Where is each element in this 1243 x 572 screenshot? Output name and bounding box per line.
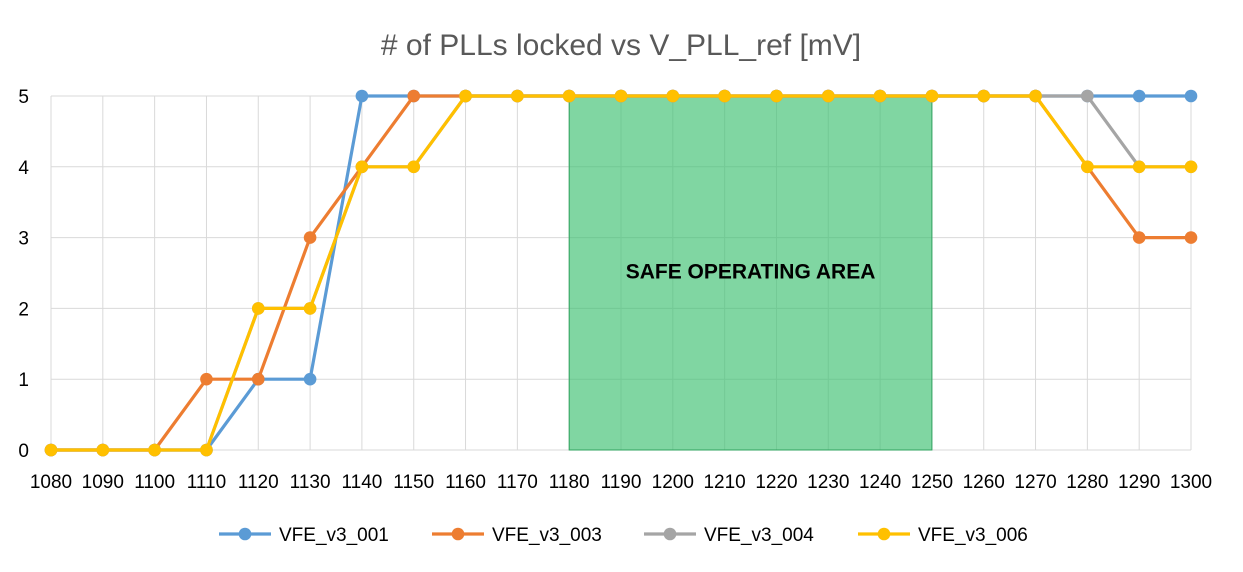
safe-operating-area bbox=[568, 95, 933, 451]
legend-marker-VFE_v3_003 bbox=[451, 527, 465, 541]
x-tick-label: 1160 bbox=[445, 472, 486, 493]
y-tick-label: 0 bbox=[18, 441, 29, 462]
x-tick-label: 1300 bbox=[1170, 472, 1212, 493]
data-point-VFE_v3_006 bbox=[355, 160, 369, 174]
data-point-VFE_v3_003 bbox=[407, 89, 421, 103]
data-point-VFE_v3_006 bbox=[1184, 160, 1198, 174]
data-point-VFE_v3_006 bbox=[44, 443, 58, 457]
x-tick-label: 1200 bbox=[652, 472, 694, 493]
x-tick-label: 1240 bbox=[859, 472, 901, 493]
annotation-layer: SAFE OPERATING AREA bbox=[568, 95, 933, 451]
x-tick-label: 1270 bbox=[1014, 472, 1056, 493]
y-tick-label: 2 bbox=[18, 299, 29, 320]
x-tick-label: 1190 bbox=[601, 472, 642, 493]
data-point-VFE_v3_006 bbox=[925, 89, 939, 103]
data-point-VFE_v3_006 bbox=[1132, 160, 1146, 174]
x-tick-label: 1130 bbox=[290, 472, 331, 493]
data-point-VFE_v3_006 bbox=[1081, 160, 1094, 174]
data-point-VFE_v3_003 bbox=[251, 372, 265, 386]
legend-label-VFE_v3_006: VFE_v3_006 bbox=[918, 525, 1028, 546]
data-point-VFE_v3_006 bbox=[821, 89, 835, 103]
data-point-VFE_v3_006 bbox=[96, 443, 110, 457]
y-tick-label: 5 bbox=[18, 87, 29, 108]
x-tick-label: 1170 bbox=[497, 472, 538, 493]
data-point-VFE_v3_006 bbox=[562, 89, 576, 103]
y-tick-label: 4 bbox=[18, 158, 29, 179]
data-point-VFE_v3_006 bbox=[511, 89, 524, 103]
x-tick-label: 1280 bbox=[1066, 472, 1108, 493]
y-tick-label: 1 bbox=[18, 370, 29, 391]
data-point-VFE_v3_006 bbox=[200, 443, 213, 457]
data-point-VFE_v3_004 bbox=[1081, 89, 1094, 103]
x-tick-label: 1080 bbox=[30, 472, 72, 493]
data-point-VFE_v3_006 bbox=[977, 89, 991, 103]
x-tick-label: 1150 bbox=[393, 472, 434, 493]
y-tick-label: 3 bbox=[18, 229, 29, 250]
data-point-VFE_v3_006 bbox=[718, 89, 731, 103]
data-point-VFE_v3_001 bbox=[1184, 89, 1198, 103]
x-tick-label: 1140 bbox=[341, 472, 382, 493]
data-point-VFE_v3_006 bbox=[148, 443, 161, 457]
x-tick-label: 1260 bbox=[963, 472, 1005, 493]
axis-labels: 0 1 2 3 4 5 1080 1090 1100 1110 1120 1130 1140 1150 11… bbox=[18, 87, 1212, 493]
legend-marker-VFE_v3_001 bbox=[238, 527, 252, 541]
safe-operating-area-label: SAFE OPERATING AREA bbox=[626, 260, 876, 283]
x-tick-label: 1100 bbox=[134, 472, 175, 493]
data-point-VFE_v3_006 bbox=[666, 89, 680, 103]
x-tick-label: 1110 bbox=[187, 472, 226, 493]
x-tick-label: 1220 bbox=[755, 472, 797, 493]
data-point-VFE_v3_006 bbox=[873, 89, 887, 103]
legend-label-VFE_v3_001: VFE_v3_001 bbox=[279, 525, 389, 546]
series-layer bbox=[44, 89, 1198, 457]
legend: VFE_v3_001 VFE_v3_003 VFE_v3_004 VFE_v3_006 bbox=[219, 525, 1028, 546]
data-point-VFE_v3_001 bbox=[303, 372, 317, 386]
data-point-VFE_v3_006 bbox=[770, 89, 783, 103]
legend-marker-VFE_v3_006 bbox=[877, 527, 891, 541]
data-point-VFE_v3_003 bbox=[1132, 231, 1146, 244]
x-tick-label: 1250 bbox=[911, 472, 953, 493]
data-point-VFE_v3_003 bbox=[1184, 231, 1198, 244]
legend-label-VFE_v3_004: VFE_v3_004 bbox=[704, 525, 814, 546]
x-tick-label: 1210 bbox=[703, 472, 745, 493]
data-point-VFE_v3_006 bbox=[251, 302, 265, 315]
x-tick-label: 1290 bbox=[1118, 472, 1160, 493]
data-point-VFE_v3_003 bbox=[200, 372, 213, 386]
data-point-VFE_v3_006 bbox=[1029, 89, 1042, 103]
data-point-VFE_v3_006 bbox=[303, 302, 317, 315]
data-point-VFE_v3_003 bbox=[303, 231, 317, 244]
data-point-VFE_v3_006 bbox=[407, 160, 421, 174]
legend-label-VFE_v3_003: VFE_v3_003 bbox=[492, 525, 602, 546]
chart-title: # of PLLs locked vs V_PLL_ref [mV] bbox=[381, 29, 861, 62]
data-point-VFE_v3_006 bbox=[459, 89, 472, 103]
legend-marker-VFE_v3_004 bbox=[663, 527, 677, 541]
data-point-VFE_v3_001 bbox=[355, 89, 369, 103]
data-point-VFE_v3_001 bbox=[1132, 89, 1146, 103]
x-tick-label: 1090 bbox=[82, 472, 124, 493]
data-point-VFE_v3_006 bbox=[614, 89, 628, 103]
x-tick-label: 1120 bbox=[238, 472, 279, 493]
x-tick-label: 1180 bbox=[549, 472, 590, 493]
x-tick-label: 1230 bbox=[807, 472, 849, 493]
